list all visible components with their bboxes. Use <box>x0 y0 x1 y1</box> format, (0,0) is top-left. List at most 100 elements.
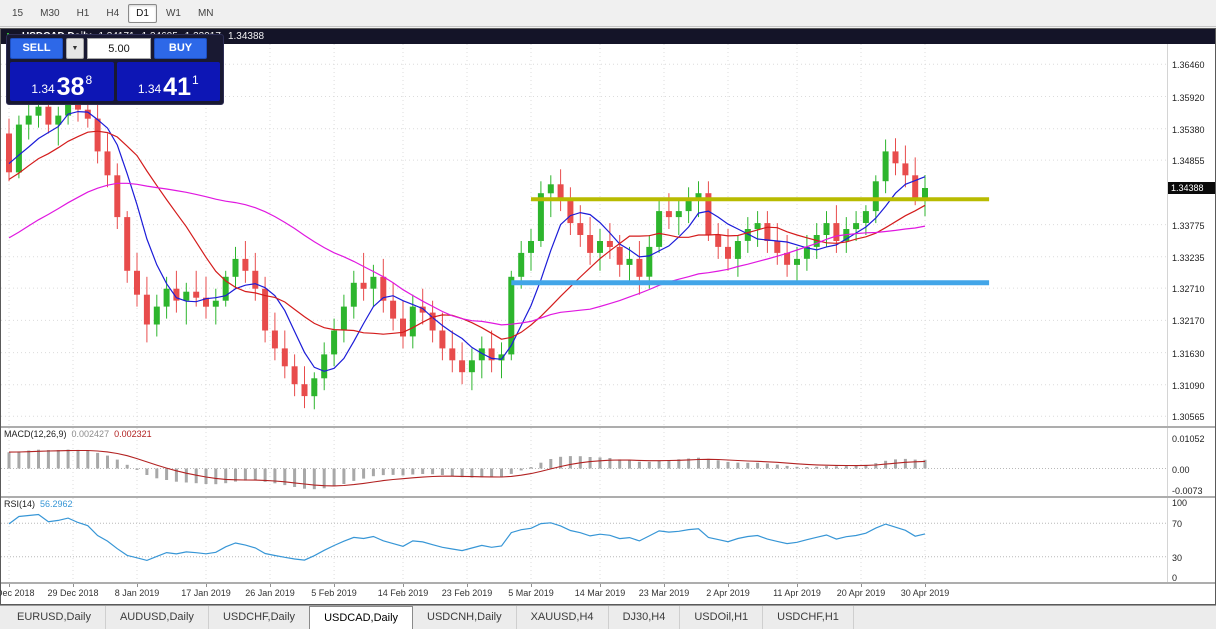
time-axis-label: 5 Feb 2019 <box>311 588 357 598</box>
macd-histogram <box>7 449 927 490</box>
chart-tab-xauusd-h4[interactable]: XAUUSD,H4 <box>517 606 609 629</box>
time-axis-label: 30 Apr 2019 <box>900 588 950 598</box>
chart-tab-usdoil-h1[interactable]: USDOil,H1 <box>680 606 764 629</box>
chart-tab-usdchf-daily[interactable]: USDCHF,Daily <box>209 606 311 629</box>
time-axis-tick <box>925 584 926 587</box>
chart-tab-dj30-h4[interactable]: DJ30,H4 <box>609 606 681 629</box>
time-axis-tick <box>73 584 74 587</box>
volume-input[interactable] <box>87 38 151 59</box>
macd-indicator-label: MACD(12,26,9) 0.002427 0.002321 <box>4 429 152 439</box>
chart-tab-usdcnh-daily[interactable]: USDCNH,Daily <box>413 606 517 629</box>
price-scale-label: 1.35920 <box>1172 92 1205 103</box>
price-scale-label: 1.36460 <box>1172 60 1205 71</box>
time-axis-tick <box>531 584 532 587</box>
sell-button[interactable]: SELL <box>10 38 63 59</box>
panel-separator[interactable] <box>1 496 1215 498</box>
timeframe-button-15[interactable]: 15 <box>12 7 24 19</box>
panel-separator[interactable] <box>1 426 1215 428</box>
timeframe-toolbar: 15 M30 H1 H4 D1 W1 MN <box>0 0 1216 27</box>
timeframe-button-m30[interactable]: M30 <box>40 7 60 19</box>
time-axis-label: 26 Jan 2019 <box>245 588 295 598</box>
macd-scale-label: 0.01052 <box>1172 434 1205 445</box>
price-scale-label: 1.31090 <box>1172 380 1205 391</box>
time-axis-label: 17 Jan 2019 <box>181 588 231 598</box>
macd-scale[interactable]: 0.01052 0.00 -0.0073 <box>1167 428 1215 496</box>
chart-tab-audusd-daily[interactable]: AUDUSD,Daily <box>106 606 209 629</box>
time-axis-tick <box>270 584 271 587</box>
rsi-canvas[interactable] <box>1 498 1167 582</box>
timeframe-button-h4[interactable]: H4 <box>106 7 120 19</box>
macd-scale-label: -0.0073 <box>1172 485 1203 496</box>
price-scale[interactable]: 1.36460 1.35920 1.35380 1.34855 1.33775 1.332… <box>1167 44 1215 426</box>
chart-tab-bar: EURUSD,Daily AUDUSD,Daily USDCHF,Daily USDC… <box>0 605 1216 629</box>
time-axis-label: 14 Mar 2019 <box>574 588 626 598</box>
rsi-value: 56.2962 <box>40 499 73 509</box>
timeframe-button-h1[interactable]: H1 <box>76 7 90 19</box>
price-scale-label: 1.32710 <box>1172 284 1205 295</box>
chart-tab-usdcad-daily[interactable]: USDCAD,Daily <box>309 606 414 629</box>
macd-main-value: 0.002427 <box>71 429 110 439</box>
buy-price-display[interactable]: 1.34 41 1 <box>116 62 220 101</box>
buy-button[interactable]: BUY <box>154 38 207 59</box>
time-axis-label: 2 Apr 2019 <box>706 588 750 598</box>
buy-price-big-digits: 41 <box>163 73 191 101</box>
timeframe-button-d1[interactable]: D1 <box>128 3 157 23</box>
chart-tab-usdchf-h1[interactable]: USDCHF,H1 <box>763 606 854 629</box>
time-axis-tick <box>206 584 207 587</box>
time-axis-tick <box>137 584 138 587</box>
buy-price-pip-digit: 1 <box>191 73 199 87</box>
ma-slow-line <box>8 182 926 326</box>
current-price-box: 1.34388 <box>1168 181 1215 194</box>
sell-price-display[interactable]: 1.34 38 8 <box>10 62 114 101</box>
macd-canvas[interactable] <box>1 428 1167 496</box>
price-scale-label: 1.34855 <box>1172 156 1205 167</box>
time-axis-tick <box>467 584 468 587</box>
timeframe-button-mn[interactable]: MN <box>197 7 214 19</box>
price-scale-label: 1.30565 <box>1172 412 1205 423</box>
time-axis-tick <box>403 584 404 587</box>
time-axis-tick <box>334 584 335 587</box>
ma-mid-line <box>8 130 926 340</box>
time-axis-label: 11 Apr 2019 <box>773 588 821 598</box>
sell-price-prefix: 1.34 <box>31 82 55 96</box>
time-axis-tick <box>9 584 10 587</box>
macd-signal-line <box>8 449 926 487</box>
sell-price-pip-digit: 8 <box>85 73 93 87</box>
sell-price-big-digits: 38 <box>56 73 85 101</box>
panel-separator <box>1 582 1215 584</box>
rsi-scale-label: 100 <box>1172 498 1188 508</box>
time-axis-label: 20 Apr 2019 <box>836 588 886 598</box>
quote-close: 1.34388 <box>227 31 265 42</box>
macd-name: MACD(12,26,9) <box>4 429 67 439</box>
chart-window: USDCAD,Daily 1.34171 1.34605 1.33917 1.3… <box>0 28 1216 605</box>
time-axis-tick <box>797 584 798 587</box>
rsi-scale[interactable]: 100 70 30 0 <box>1167 498 1215 582</box>
rsi-scale-label: 30 <box>1172 552 1183 563</box>
time-axis-tick <box>728 584 729 587</box>
price-scale-label: 1.33235 <box>1172 252 1205 263</box>
buy-price-prefix: 1.34 <box>137 82 162 96</box>
price-scale-label: 1.32170 <box>1172 316 1205 327</box>
time-axis-tick <box>600 584 601 587</box>
time-axis-tick <box>664 584 665 587</box>
time-axis-label: 20 Dec 2018 <box>0 588 35 598</box>
price-scale-label: 1.31630 <box>1172 348 1205 359</box>
rsi-scale-label: 70 <box>1172 519 1183 530</box>
volume-dropdown-button[interactable]: ▼ <box>66 38 84 59</box>
price-scale-label: 1.35380 <box>1172 124 1205 135</box>
time-axis-label: 23 Mar 2019 <box>638 588 690 598</box>
time-axis-label: 14 Feb 2019 <box>377 588 429 598</box>
macd-signal-value: 0.002321 <box>114 429 152 439</box>
rsi-indicator-label: RSI(14) 56.2962 <box>4 499 73 509</box>
chart-tab-eurusd-daily[interactable]: EURUSD,Daily <box>3 606 106 629</box>
time-axis-tick <box>861 584 862 587</box>
rsi-scale-label: 0 <box>1172 573 1178 582</box>
main-chart-canvas[interactable] <box>1 44 1167 426</box>
timeframe-button-w1[interactable]: W1 <box>165 7 181 19</box>
time-axis[interactable]: 20 Dec 2018 29 Dec 2018 8 Jan 2019 17 Jan 2… <box>0 584 1167 602</box>
time-axis-label: 5 Mar 2019 <box>508 588 554 598</box>
time-axis-label: 8 Jan 2019 <box>114 588 160 598</box>
time-axis-label: 23 Feb 2019 <box>441 588 493 598</box>
chevron-down-icon: ▼ <box>71 45 79 52</box>
